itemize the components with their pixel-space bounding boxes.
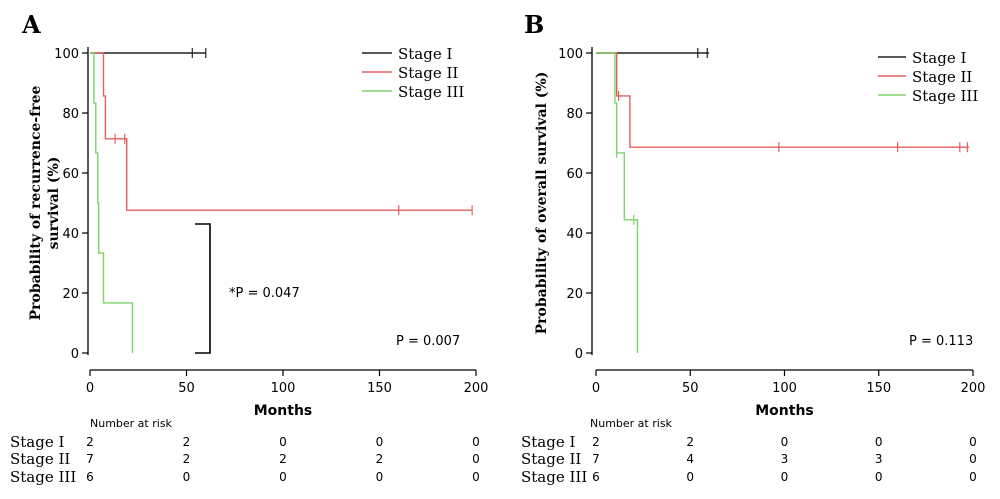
x-tick-label: 0 — [592, 381, 600, 396]
risk-table-cell: 7 — [592, 452, 600, 466]
y-tick-label: 100 — [558, 47, 583, 62]
risk-table-cell: 0 — [183, 470, 191, 484]
x-tick-label: 50 — [178, 381, 195, 396]
risk-table-cell: 0 — [472, 452, 480, 466]
risk-table-cell: 3 — [875, 452, 883, 466]
risk-table-row-label: Stage II — [521, 450, 581, 468]
x-tick-label: 50 — [682, 381, 699, 396]
risk-table-cell: 2 — [86, 435, 94, 449]
risk-table-cell: 2 — [183, 435, 191, 449]
legend-label: Stage III — [398, 83, 464, 101]
risk-table-title: Number at risk — [590, 417, 673, 430]
y-tick-label: 80 — [566, 107, 583, 122]
risk-table-cell: 0 — [376, 470, 384, 484]
y-tick-label: 60 — [566, 167, 583, 182]
legend-label: Stage I — [398, 45, 452, 63]
x-axis-label: Months — [254, 403, 313, 419]
panel-label: A — [21, 10, 41, 39]
y-tick-label: 40 — [62, 227, 79, 242]
panel-label: B — [524, 10, 544, 39]
x-tick-label: 0 — [86, 381, 94, 396]
risk-table-row-label: Stage III — [521, 468, 587, 486]
risk-table-cell: 6 — [592, 470, 600, 484]
y-tick-label: 0 — [71, 347, 79, 362]
series-line-stage-iii — [596, 52, 639, 353]
x-tick-label: 150 — [367, 381, 392, 396]
x-tick-label: 150 — [866, 381, 891, 396]
risk-table-cell: 0 — [686, 470, 694, 484]
risk-table-cell: 3 — [781, 452, 789, 466]
series-line-stage-iii — [90, 52, 134, 353]
legend-label: Stage II — [398, 64, 458, 82]
risk-table-cell: 0 — [781, 470, 789, 484]
risk-table-row-label: Stage I — [10, 433, 64, 451]
risk-table-cell: 2 — [376, 452, 384, 466]
risk-table-cell: 2 — [183, 452, 191, 466]
overall-p-value: P = 0.113 — [909, 334, 973, 349]
y-tick-label: 20 — [62, 287, 79, 302]
risk-table-row-label: Stage III — [10, 468, 76, 486]
x-axis-label: Months — [755, 403, 814, 419]
y-tick-label: 0 — [575, 347, 583, 362]
risk-table-cell: 2 — [592, 435, 600, 449]
risk-table-cell: 6 — [86, 470, 94, 484]
risk-table-cell: 0 — [376, 435, 384, 449]
pairwise-p-value: *P = 0.047 — [229, 286, 300, 301]
risk-table-cell: 0 — [875, 435, 883, 449]
series-line-stage-ii — [90, 52, 473, 211]
y-tick-label: 20 — [566, 287, 583, 302]
risk-table-cell: 0 — [279, 435, 287, 449]
risk-table-cell: 2 — [686, 435, 694, 449]
risk-table-cell: 0 — [279, 470, 287, 484]
risk-table-cell: 0 — [472, 470, 480, 484]
y-tick-label: 100 — [54, 47, 79, 62]
risk-table-row-label: Stage I — [521, 433, 575, 451]
overall-p-value: P = 0.007 — [396, 334, 460, 349]
risk-table-cell: 0 — [875, 470, 883, 484]
risk-table-row-label: Stage II — [10, 450, 70, 468]
risk-table-cell: 0 — [969, 452, 977, 466]
y-tick-label: 60 — [62, 167, 79, 182]
y-axis-label: survival (%) — [46, 157, 62, 250]
risk-table-cell: 0 — [781, 435, 789, 449]
risk-table-cell: 0 — [969, 435, 977, 449]
y-axis-label: Probability of recurrence-free — [28, 85, 44, 320]
significance-bracket — [195, 223, 211, 354]
y-tick-label: 40 — [566, 227, 583, 242]
risk-table-cell: 7 — [86, 452, 94, 466]
risk-table-cell: 2 — [279, 452, 287, 466]
x-tick-label: 200 — [464, 381, 489, 396]
x-tick-label: 200 — [961, 381, 986, 396]
x-tick-label: 100 — [772, 381, 797, 396]
legend-label: Stage III — [912, 87, 978, 105]
risk-table-title: Number at risk — [90, 417, 173, 430]
y-tick-label: 80 — [62, 107, 79, 122]
risk-table-cell: 0 — [472, 435, 480, 449]
risk-table-cell: 0 — [969, 470, 977, 484]
risk-table-cell: 4 — [686, 452, 694, 466]
legend-label: Stage II — [912, 68, 972, 86]
x-tick-label: 100 — [271, 381, 296, 396]
legend-label: Stage I — [912, 49, 966, 67]
y-axis-label: Probability of overall survival (%) — [534, 72, 550, 335]
